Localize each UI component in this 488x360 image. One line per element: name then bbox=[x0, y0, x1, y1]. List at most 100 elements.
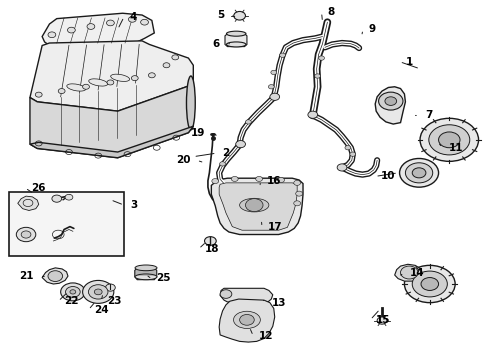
Circle shape bbox=[293, 201, 300, 206]
Text: 15: 15 bbox=[375, 315, 390, 325]
Circle shape bbox=[233, 12, 245, 20]
Ellipse shape bbox=[88, 79, 107, 86]
Circle shape bbox=[400, 266, 417, 279]
Circle shape bbox=[405, 163, 432, 183]
Text: 23: 23 bbox=[107, 296, 121, 306]
Circle shape bbox=[255, 176, 262, 181]
Ellipse shape bbox=[226, 42, 245, 47]
Ellipse shape bbox=[186, 76, 195, 130]
Text: 18: 18 bbox=[204, 244, 219, 254]
Polygon shape bbox=[30, 41, 193, 111]
Circle shape bbox=[428, 125, 469, 155]
Circle shape bbox=[107, 80, 114, 85]
Circle shape bbox=[268, 85, 274, 89]
Circle shape bbox=[48, 32, 56, 38]
Text: 4: 4 bbox=[130, 12, 137, 22]
Circle shape bbox=[82, 280, 114, 303]
Circle shape bbox=[35, 92, 42, 97]
Circle shape bbox=[231, 176, 238, 181]
Circle shape bbox=[245, 199, 263, 212]
Circle shape bbox=[87, 24, 95, 30]
Polygon shape bbox=[374, 87, 405, 124]
Polygon shape bbox=[135, 268, 157, 280]
Polygon shape bbox=[42, 268, 68, 284]
Text: 17: 17 bbox=[267, 222, 282, 232]
Circle shape bbox=[295, 191, 302, 196]
Circle shape bbox=[204, 237, 216, 245]
Circle shape bbox=[307, 111, 317, 118]
Polygon shape bbox=[219, 183, 297, 230]
Ellipse shape bbox=[67, 84, 85, 91]
Text: 16: 16 bbox=[266, 176, 281, 186]
Text: 1: 1 bbox=[405, 57, 412, 67]
Circle shape bbox=[106, 20, 114, 26]
Polygon shape bbox=[30, 80, 193, 158]
Circle shape bbox=[219, 162, 225, 166]
Circle shape bbox=[349, 152, 355, 156]
Text: 11: 11 bbox=[447, 143, 462, 153]
Circle shape bbox=[420, 278, 438, 291]
Circle shape bbox=[94, 289, 102, 295]
Polygon shape bbox=[219, 299, 274, 342]
Text: 25: 25 bbox=[156, 273, 170, 283]
Ellipse shape bbox=[233, 311, 260, 328]
Text: 3: 3 bbox=[130, 200, 137, 210]
Circle shape bbox=[128, 17, 136, 22]
Text: 22: 22 bbox=[64, 296, 79, 306]
Circle shape bbox=[21, 231, 31, 238]
Circle shape bbox=[384, 97, 396, 105]
Polygon shape bbox=[18, 196, 39, 211]
Circle shape bbox=[270, 70, 276, 75]
Circle shape bbox=[269, 93, 279, 100]
Ellipse shape bbox=[110, 74, 129, 81]
Text: 9: 9 bbox=[368, 24, 375, 35]
Circle shape bbox=[293, 180, 300, 185]
Text: 10: 10 bbox=[380, 171, 395, 181]
Circle shape bbox=[88, 285, 108, 299]
Ellipse shape bbox=[226, 31, 245, 36]
Circle shape bbox=[344, 145, 350, 150]
Ellipse shape bbox=[135, 274, 157, 280]
Text: 12: 12 bbox=[259, 331, 273, 341]
Text: 2: 2 bbox=[222, 148, 229, 158]
Text: 20: 20 bbox=[176, 155, 190, 165]
Ellipse shape bbox=[135, 265, 157, 271]
Circle shape bbox=[16, 227, 36, 242]
Polygon shape bbox=[224, 34, 246, 46]
Circle shape bbox=[378, 92, 402, 110]
Circle shape bbox=[336, 164, 346, 171]
Circle shape bbox=[148, 73, 155, 78]
Text: 5: 5 bbox=[216, 10, 224, 20]
Polygon shape bbox=[394, 264, 422, 281]
Ellipse shape bbox=[239, 198, 268, 212]
Text: 6: 6 bbox=[212, 39, 220, 49]
Polygon shape bbox=[211, 178, 303, 234]
Circle shape bbox=[105, 284, 115, 291]
Circle shape bbox=[171, 55, 178, 60]
Circle shape bbox=[419, 118, 478, 161]
Polygon shape bbox=[42, 13, 154, 45]
Circle shape bbox=[52, 195, 61, 202]
Circle shape bbox=[67, 27, 75, 33]
Circle shape bbox=[48, 271, 62, 282]
Circle shape bbox=[141, 19, 148, 25]
Polygon shape bbox=[30, 126, 193, 158]
Circle shape bbox=[277, 177, 284, 183]
Circle shape bbox=[404, 265, 454, 303]
Circle shape bbox=[65, 194, 73, 200]
Circle shape bbox=[314, 74, 320, 78]
Circle shape bbox=[318, 56, 324, 60]
Circle shape bbox=[235, 140, 245, 148]
Circle shape bbox=[211, 179, 218, 184]
Circle shape bbox=[61, 283, 85, 301]
Text: 7: 7 bbox=[424, 111, 431, 121]
Circle shape bbox=[239, 315, 254, 325]
Circle shape bbox=[82, 84, 89, 89]
Polygon shape bbox=[220, 288, 272, 302]
Circle shape bbox=[411, 168, 425, 178]
Circle shape bbox=[245, 120, 251, 124]
Circle shape bbox=[70, 290, 76, 294]
Circle shape bbox=[376, 317, 386, 324]
Circle shape bbox=[411, 271, 447, 297]
Circle shape bbox=[220, 290, 231, 298]
